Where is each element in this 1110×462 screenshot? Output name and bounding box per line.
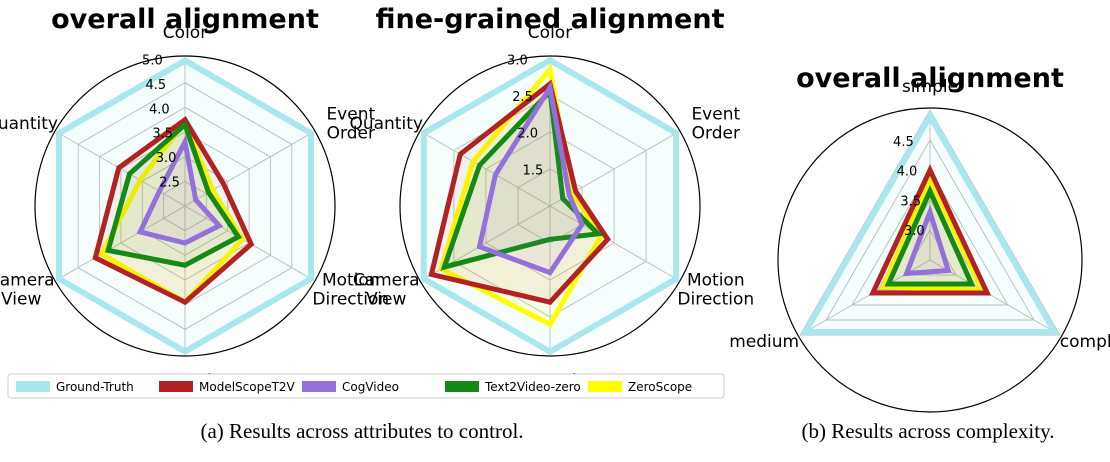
chart-title: fine-grained alignment	[376, 4, 725, 35]
tick-label: 3.5	[152, 127, 173, 142]
tick-label: 1.5	[523, 163, 544, 178]
axis-label-color: Color	[163, 23, 207, 43]
axis-label-motion-direction: Motion Direction	[677, 271, 754, 310]
tick-label: 2.0	[517, 127, 538, 142]
series-ground-truth	[800, 109, 1060, 335]
grid-spoke	[56, 205, 186, 281]
legend-label-zeroscope: ZeroScope	[628, 380, 692, 394]
tick-label: 4.0	[149, 102, 170, 117]
grid-ring	[825, 139, 1035, 321]
radar-chart-complexity-overall: overall alignment 3.0 3.5 4.0 4.5 simple compl…	[729, 63, 1110, 413]
legend-swatch-text2video-zero	[445, 381, 479, 392]
legend-swatch-modelscopet2v	[159, 381, 193, 392]
radar-chart-attributes-overall: overall alignment 2.5 3.0 3.5 4.0 4.5 5.0Color…	[0, 4, 389, 391]
series-cogvideo	[136, 134, 224, 246]
legend-swatch-cogvideo	[302, 381, 336, 392]
chart-title: overall alignment	[51, 4, 319, 35]
caption-b: (b) Results across complexity.	[802, 419, 1055, 443]
axis-label-complex: complex	[1060, 332, 1110, 352]
grid-spoke	[549, 205, 679, 281]
legend-swatch-zeroscope	[588, 381, 622, 392]
axis-label-motion-direction: Motion Direction	[312, 271, 389, 310]
axis-label-event-order: Event Order	[326, 105, 375, 144]
series-modelscopet2v	[868, 164, 992, 296]
tick-label: 3.0	[507, 53, 528, 68]
tick-label: 4.0	[897, 165, 918, 180]
axis-label-quantity: Quantity	[0, 114, 58, 134]
axis-label-quantity: Quantity	[349, 114, 422, 134]
legend-label-ground-truth: Ground-Truth	[56, 380, 134, 394]
tick-label: 2.5	[159, 176, 180, 191]
legend-label-cogvideo: CogVideo	[342, 380, 399, 394]
tick-label: 2.5	[512, 90, 533, 105]
series-zeroscope	[879, 172, 986, 293]
grid-spoke	[421, 131, 551, 207]
axis-label-simple: simple	[902, 77, 958, 97]
chart-title: overall alignment	[796, 63, 1064, 94]
series-ground-truth	[56, 57, 314, 355]
tick-label: 4.5	[893, 135, 914, 150]
grid-spoke	[929, 259, 1061, 336]
grid-ring	[851, 169, 1009, 306]
axis-label-event-order: Event Order	[691, 105, 740, 144]
caption-a: (a) Results across attributes to control…	[200, 419, 523, 443]
tick-label: 3.0	[156, 151, 177, 166]
tick-label: 3.0	[904, 224, 925, 239]
tick-label: 4.5	[145, 78, 166, 93]
axis-label-medium: medium	[729, 332, 799, 352]
legend-label-modelscopet2v: ModelScopeT2V	[199, 380, 296, 394]
series-cogvideo	[476, 80, 585, 276]
legend-swatch-ground-truth	[16, 381, 50, 392]
tick-label: 5.0	[142, 53, 163, 68]
legend: Ground-Truth ModelScopeT2V CogVideo Text2Vi…	[7, 373, 725, 399]
tick-label: 3.5	[900, 194, 921, 209]
axis-label-color: Color	[528, 23, 572, 43]
series-cogvideo	[902, 204, 952, 277]
legend-label-text2video-zero: Text2Video-zero	[484, 380, 581, 394]
